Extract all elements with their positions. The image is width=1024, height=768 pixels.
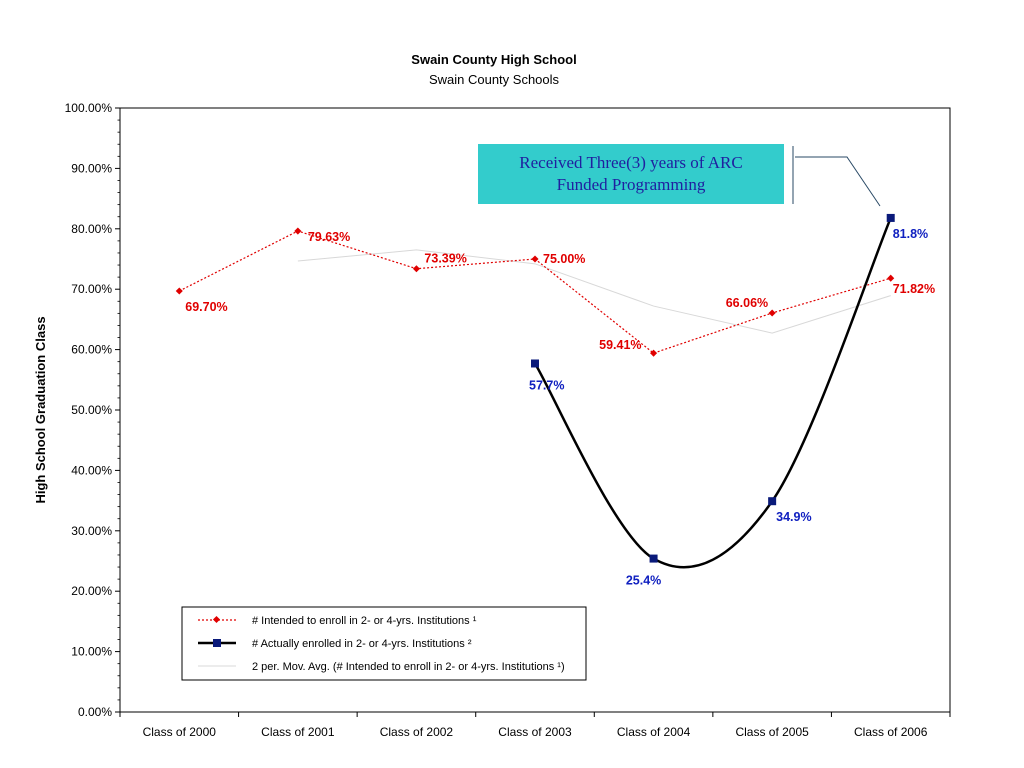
- legend-label-moving-average: 2 per. Mov. Avg. (# Intended to enroll i…: [252, 661, 565, 673]
- data-label-intended: 79.63%: [308, 230, 350, 244]
- data-label-intended: 73.39%: [424, 252, 466, 266]
- data-label-intended: 75.00%: [543, 252, 585, 266]
- point-intended: [768, 309, 776, 317]
- legend-item-moving-average: 2 per. Mov. Avg. (# Intended to enroll i…: [198, 661, 565, 673]
- series-line-actual: [533, 217, 892, 569]
- chart-subtitle: Swain County Schools: [429, 72, 560, 87]
- y-tick-label: 30.00%: [71, 524, 112, 538]
- y-tick-label: 0.00%: [78, 705, 112, 719]
- data-label-actual: 25.4%: [626, 574, 661, 588]
- x-tick-label: Class of 2005: [735, 725, 809, 739]
- y-axis-label: High School Graduation Class: [33, 316, 48, 503]
- point-actual: [531, 359, 539, 368]
- x-tick-label: Class of 2004: [617, 725, 691, 739]
- legend: # Intended to enroll in 2- or 4-yrs. Ins…: [181, 606, 587, 681]
- legend-item-intended: # Intended to enroll in 2- or 4-yrs. Ins…: [198, 615, 477, 627]
- callout-connector: [795, 156, 881, 207]
- point-actual: [886, 213, 895, 222]
- chart-title: Swain County High School: [411, 52, 576, 67]
- legend-label-actual: # Actually enrolled in 2- or 4-yrs. Inst…: [252, 638, 472, 650]
- y-tick-label: 100.00%: [65, 101, 113, 115]
- data-label-actual: 81.8%: [893, 227, 928, 241]
- point-intended: [887, 274, 895, 282]
- data-label-actual: 34.9%: [776, 510, 811, 524]
- callout-box: Received Three(3) years of ARC Funded Pr…: [478, 144, 784, 204]
- point-actual: [768, 497, 777, 506]
- point-actual: [649, 554, 658, 563]
- y-tick-label: 80.00%: [71, 222, 112, 236]
- series-layer: 69.70% 79.63% 73.39% 75.00% 59.41% 66.06% 71.8…: [175, 213, 935, 588]
- legend-marker-intended: [212, 615, 221, 624]
- y-axis: 0.00% 10.00% 20.00% 30.00% 40.00% 50.00% 60.00…: [65, 101, 120, 719]
- point-intended: [531, 255, 539, 263]
- legend-label-intended: # Intended to enroll in 2- or 4-yrs. Ins…: [252, 615, 477, 627]
- y-tick-label: 60.00%: [71, 343, 112, 357]
- data-label-intended: 69.70%: [185, 300, 227, 314]
- x-tick-label: Class of 2006: [854, 725, 928, 739]
- data-label-intended: 59.41%: [599, 338, 641, 352]
- point-intended: [650, 349, 658, 357]
- x-tick-label: Class of 2003: [498, 725, 572, 739]
- legend-item-actual: # Actually enrolled in 2- or 4-yrs. Inst…: [198, 638, 472, 650]
- point-intended: [294, 227, 302, 235]
- y-tick-label: 40.00%: [71, 463, 112, 477]
- y-tick-label: 20.00%: [71, 584, 112, 598]
- data-label-intended: 66.06%: [726, 296, 768, 310]
- y-tick-label: 10.00%: [71, 645, 112, 659]
- x-tick-label: Class of 2001: [261, 725, 335, 739]
- callout-text: Received Three(3) years of ARC Funded Pr…: [519, 153, 743, 194]
- point-intended: [412, 265, 420, 273]
- y-tick-label: 90.00%: [71, 161, 112, 175]
- y-tick-label: 50.00%: [71, 403, 112, 417]
- y-tick-label: 70.00%: [71, 282, 112, 296]
- x-axis: Class of 2000 Class of 2001 Class of 2002 C…: [119, 712, 951, 739]
- data-label-actual: 57.7%: [529, 378, 564, 392]
- series-line-intended: [179, 230, 891, 354]
- point-intended: [175, 287, 183, 295]
- legend-box: [181, 606, 587, 681]
- data-label-intended: 71.82%: [893, 282, 935, 296]
- x-tick-label: Class of 2000: [143, 725, 217, 739]
- x-tick-label: Class of 2002: [380, 725, 454, 739]
- legend-marker-actual: [213, 639, 221, 647]
- series-line-moving-average: [297, 249, 891, 334]
